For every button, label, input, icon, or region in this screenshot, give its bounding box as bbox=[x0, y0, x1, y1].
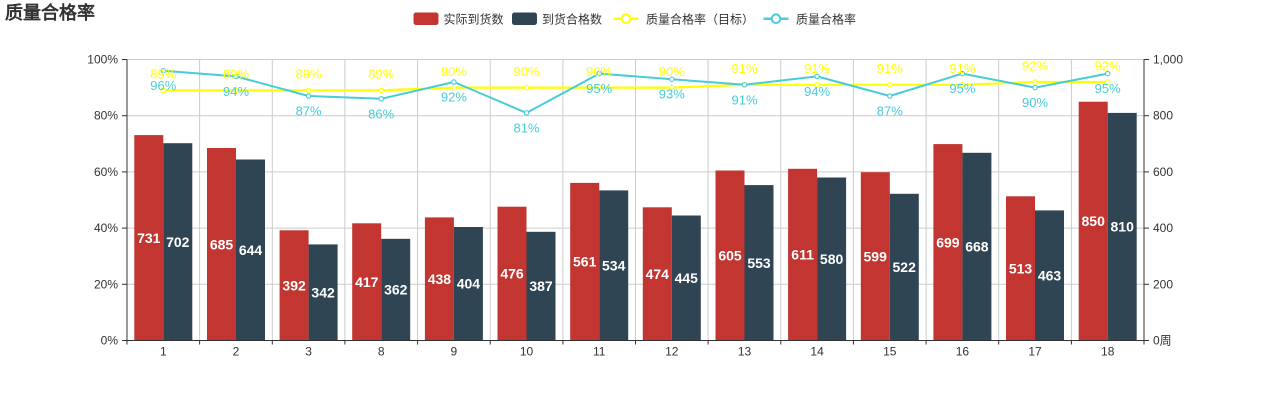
svg-text:605: 605 bbox=[718, 248, 742, 264]
svg-text:94%: 94% bbox=[804, 84, 830, 99]
svg-text:3: 3 bbox=[305, 345, 312, 359]
svg-text:92%: 92% bbox=[1095, 58, 1121, 73]
svg-text:8: 8 bbox=[378, 345, 385, 359]
svg-text:60%: 60% bbox=[94, 165, 118, 179]
svg-text:91%: 91% bbox=[804, 61, 830, 76]
svg-text:96%: 96% bbox=[150, 78, 176, 93]
svg-text:95%: 95% bbox=[1095, 81, 1121, 96]
svg-text:89%: 89% bbox=[150, 67, 176, 82]
svg-text:90%: 90% bbox=[586, 64, 612, 79]
svg-text:90%: 90% bbox=[513, 64, 539, 79]
svg-text:质量合格率（目标）: 质量合格率（目标） bbox=[646, 11, 754, 26]
svg-text:质量合格率: 质量合格率 bbox=[796, 11, 856, 26]
svg-text:476: 476 bbox=[500, 266, 524, 282]
svg-text:362: 362 bbox=[384, 282, 408, 298]
svg-text:1,000: 1,000 bbox=[1153, 53, 1183, 67]
svg-text:599: 599 bbox=[864, 248, 888, 264]
svg-text:89%: 89% bbox=[368, 67, 394, 82]
svg-text:800: 800 bbox=[1153, 109, 1173, 123]
svg-text:553: 553 bbox=[747, 255, 771, 271]
svg-text:731: 731 bbox=[137, 230, 161, 246]
svg-text:87%: 87% bbox=[296, 104, 322, 119]
svg-text:17: 17 bbox=[1028, 345, 1042, 359]
svg-text:200: 200 bbox=[1153, 277, 1173, 291]
svg-text:87%: 87% bbox=[877, 104, 903, 119]
svg-text:91%: 91% bbox=[949, 61, 975, 76]
svg-text:342: 342 bbox=[311, 284, 335, 300]
svg-text:0%: 0% bbox=[101, 334, 119, 348]
svg-text:387: 387 bbox=[529, 278, 553, 294]
svg-text:1: 1 bbox=[160, 345, 167, 359]
svg-text:100%: 100% bbox=[87, 53, 118, 67]
svg-text:9: 9 bbox=[451, 345, 458, 359]
svg-text:92%: 92% bbox=[441, 90, 467, 105]
svg-text:95%: 95% bbox=[586, 81, 612, 96]
svg-text:685: 685 bbox=[210, 236, 234, 252]
svg-text:实际到货数: 实际到货数 bbox=[444, 11, 504, 26]
svg-text:10: 10 bbox=[520, 345, 534, 359]
svg-text:513: 513 bbox=[1009, 260, 1033, 276]
svg-text:463: 463 bbox=[1038, 267, 1062, 283]
svg-text:850: 850 bbox=[1082, 213, 1106, 229]
svg-text:14: 14 bbox=[810, 345, 824, 359]
svg-text:86%: 86% bbox=[368, 106, 394, 121]
svg-text:699: 699 bbox=[936, 234, 960, 250]
svg-text:611: 611 bbox=[791, 247, 814, 263]
svg-text:90%: 90% bbox=[1022, 95, 1048, 110]
svg-text:668: 668 bbox=[965, 239, 989, 255]
svg-text:2: 2 bbox=[233, 345, 240, 359]
svg-text:534: 534 bbox=[602, 258, 626, 274]
svg-text:580: 580 bbox=[820, 251, 844, 267]
svg-text:80%: 80% bbox=[94, 109, 118, 123]
svg-text:15: 15 bbox=[883, 345, 897, 359]
svg-text:522: 522 bbox=[893, 259, 917, 275]
svg-text:13: 13 bbox=[738, 345, 752, 359]
svg-text:91%: 91% bbox=[731, 61, 757, 76]
svg-text:644: 644 bbox=[239, 242, 263, 258]
svg-text:474: 474 bbox=[646, 266, 670, 282]
svg-text:404: 404 bbox=[457, 276, 481, 292]
svg-text:93%: 93% bbox=[659, 87, 685, 102]
svg-text:438: 438 bbox=[428, 271, 452, 287]
svg-text:0周: 0周 bbox=[1153, 334, 1172, 348]
svg-text:95%: 95% bbox=[949, 81, 975, 96]
svg-text:90%: 90% bbox=[659, 64, 685, 79]
svg-text:561: 561 bbox=[573, 254, 597, 270]
svg-text:质量合格率: 质量合格率 bbox=[5, 2, 95, 23]
svg-text:445: 445 bbox=[675, 270, 699, 286]
svg-text:16: 16 bbox=[956, 345, 970, 359]
svg-text:92%: 92% bbox=[1022, 58, 1048, 73]
svg-text:91%: 91% bbox=[877, 61, 903, 76]
svg-text:89%: 89% bbox=[296, 67, 322, 82]
svg-text:90%: 90% bbox=[441, 64, 467, 79]
svg-text:91%: 91% bbox=[731, 92, 757, 107]
svg-text:94%: 94% bbox=[223, 84, 249, 99]
svg-text:12: 12 bbox=[665, 345, 679, 359]
svg-text:40%: 40% bbox=[94, 221, 118, 235]
svg-text:20%: 20% bbox=[94, 277, 118, 291]
svg-text:400: 400 bbox=[1153, 221, 1173, 235]
svg-text:11: 11 bbox=[593, 345, 606, 359]
svg-text:417: 417 bbox=[355, 274, 379, 290]
svg-text:81%: 81% bbox=[513, 120, 539, 135]
svg-text:89%: 89% bbox=[223, 67, 249, 82]
svg-text:600: 600 bbox=[1153, 165, 1173, 179]
svg-text:392: 392 bbox=[282, 277, 306, 293]
svg-text:810: 810 bbox=[1111, 219, 1135, 235]
svg-text:到货合格数: 到货合格数 bbox=[542, 11, 602, 26]
svg-text:18: 18 bbox=[1101, 345, 1115, 359]
svg-text:702: 702 bbox=[166, 234, 190, 250]
